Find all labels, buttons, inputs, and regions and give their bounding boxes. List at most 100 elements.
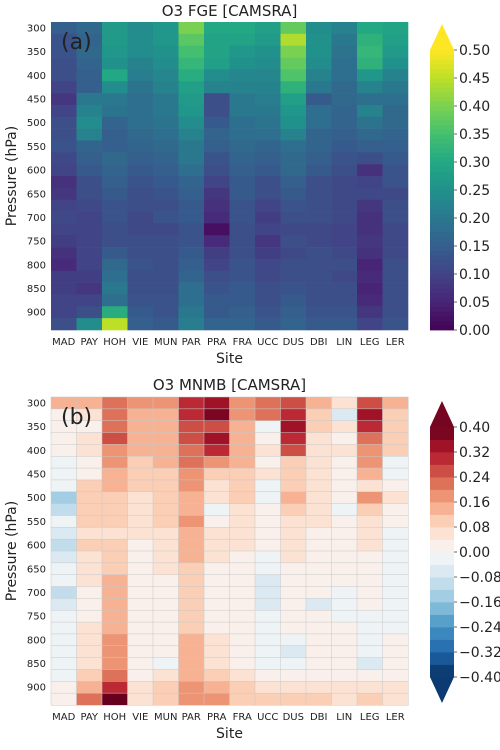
heatmap-cell xyxy=(382,657,409,671)
heatmap-cell xyxy=(178,550,205,564)
heatmap-cell xyxy=(382,211,409,224)
heatmap-cell xyxy=(229,258,256,272)
heatmap-cell xyxy=(305,479,333,493)
heatmap-cell xyxy=(280,633,307,647)
heatmap-cell xyxy=(127,692,154,706)
colorbar-segment xyxy=(430,552,454,565)
heatmap-cell xyxy=(305,396,333,410)
heatmap-cell xyxy=(127,396,154,410)
heatmap-cell xyxy=(357,306,383,319)
heatmap-cell xyxy=(153,93,179,106)
heatmap-cell xyxy=(280,432,307,445)
heatmap-cell xyxy=(102,81,128,94)
heatmap-cell xyxy=(76,586,103,599)
heatmap-cell xyxy=(382,467,409,481)
heatmap-cell xyxy=(76,294,103,307)
heatmap-cell xyxy=(51,187,77,200)
heatmap-cell xyxy=(229,515,256,528)
colorbar-segment xyxy=(430,264,454,270)
heatmap-cell xyxy=(254,479,282,493)
y-tick-label: 300 xyxy=(27,23,46,34)
heatmap-cell xyxy=(229,128,256,141)
heatmap-cell xyxy=(76,574,103,588)
x-tick-label: LER xyxy=(386,712,405,723)
heatmap-cell xyxy=(76,645,103,659)
heatmap-cell xyxy=(382,681,409,694)
heatmap-cell xyxy=(356,515,384,528)
colorbar-segment xyxy=(430,120,454,126)
heatmap-cell xyxy=(102,223,128,236)
colorbar-segment xyxy=(430,527,454,540)
heatmap-cell xyxy=(255,211,281,224)
heatmap-cell xyxy=(331,609,358,623)
heatmap-cell xyxy=(331,22,358,35)
heatmap-cell xyxy=(178,57,205,70)
colorbar-segment xyxy=(430,134,454,140)
heatmap-cell xyxy=(50,621,78,635)
heatmap-cell xyxy=(254,574,282,588)
heatmap-cell xyxy=(356,503,384,517)
x-tick-label: HOH xyxy=(103,712,126,723)
colorbar-segment xyxy=(430,288,454,294)
heatmap-cell xyxy=(280,527,307,540)
heatmap-cell xyxy=(280,294,307,307)
heatmap-cell xyxy=(382,199,409,212)
heatmap-cell xyxy=(178,282,205,295)
heatmap-cell xyxy=(178,93,205,106)
heatmap-cell xyxy=(153,116,179,129)
heatmap-cell xyxy=(51,57,77,70)
heatmap-cell xyxy=(127,258,154,272)
heatmap-cell xyxy=(76,211,103,224)
heatmap-cell xyxy=(204,164,230,177)
heatmap-cell xyxy=(101,621,129,635)
chart-title: O3 FGE [CAMSRA] xyxy=(162,2,298,20)
heatmap-cell xyxy=(203,669,231,682)
heatmap-cell xyxy=(280,57,307,70)
heatmap-cell xyxy=(356,645,384,659)
heatmap-cell xyxy=(101,527,129,540)
heatmap-cell xyxy=(50,692,78,706)
heatmap-cell xyxy=(153,211,179,224)
heatmap-cell xyxy=(306,164,332,177)
heatmap-cell xyxy=(127,81,154,94)
heatmap-cell xyxy=(356,621,384,635)
heatmap-cell xyxy=(204,211,230,224)
heatmap-cell xyxy=(254,491,282,505)
heatmap-cell xyxy=(50,681,78,694)
colorbar-segment xyxy=(430,477,454,490)
heatmap-cell xyxy=(153,22,179,35)
heatmap-cell xyxy=(306,33,332,46)
x-tick-label: LER xyxy=(386,337,405,348)
heatmap-cell xyxy=(331,455,358,469)
heatmap-cell xyxy=(101,467,129,481)
heatmap-cell xyxy=(357,294,383,307)
heatmap-cell xyxy=(50,455,78,469)
heatmap-cell xyxy=(178,538,205,552)
heatmap-cell xyxy=(152,633,180,647)
heatmap-cell xyxy=(356,527,384,540)
heatmap-cell xyxy=(382,645,409,659)
heatmap-cell xyxy=(382,306,409,319)
heatmap-cell xyxy=(229,621,256,635)
heatmap-cell xyxy=(280,235,307,248)
heatmap-cell xyxy=(331,467,358,481)
colorbar-segment xyxy=(430,320,454,326)
heatmap-cell xyxy=(153,187,179,200)
heatmap-cell xyxy=(280,645,307,659)
heatmap-cell xyxy=(229,491,256,505)
heatmap-cell xyxy=(101,491,129,505)
colorbar-segment xyxy=(430,171,454,177)
heatmap-cell xyxy=(280,479,307,493)
heatmap-cell xyxy=(203,692,231,706)
heatmap-cell xyxy=(331,681,358,694)
panel-b: O3 MNMB [CAMSRA] (b) 300 350 400 450 500 550 600… xyxy=(4,376,500,742)
colorbar-segment xyxy=(430,157,454,163)
heatmap-cell xyxy=(76,515,103,528)
heatmap-cell xyxy=(255,199,281,212)
heatmap-cell xyxy=(153,235,179,248)
colorbar-segment xyxy=(430,502,454,515)
heatmap-cell xyxy=(255,282,281,295)
heatmap-cell xyxy=(229,396,256,410)
heatmap-cell xyxy=(127,152,154,165)
heatmap-cell xyxy=(280,81,307,94)
